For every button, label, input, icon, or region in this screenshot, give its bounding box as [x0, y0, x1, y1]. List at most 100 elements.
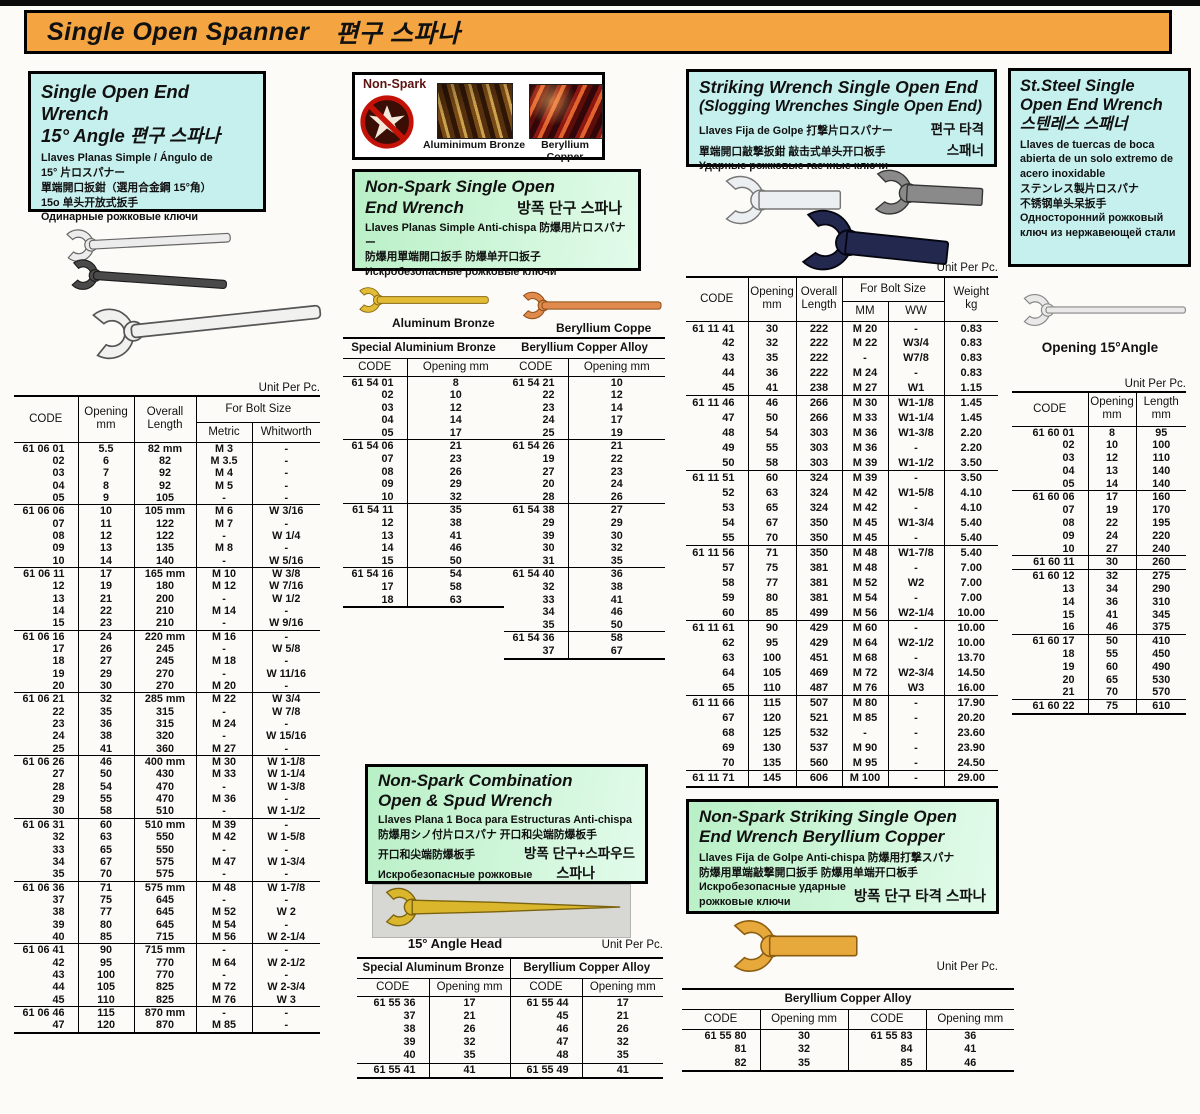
cell: 07 — [52, 517, 65, 530]
box-subtitle: 單端開口扳鉗（選用合金鋼 15°角） — [41, 181, 212, 194]
cell: 58 — [722, 577, 735, 590]
cell: M 20 — [841, 321, 888, 337]
cell: M 95 — [841, 755, 888, 771]
table-row: 22 12 — [504, 389, 666, 402]
non-spark-photo-box: Non-Spark Aluminimum Bronze Beryllium Co… — [352, 72, 605, 163]
cell: - — [251, 454, 321, 468]
cell: 34 — [1087, 583, 1136, 596]
cell: 24 — [567, 478, 666, 491]
col-header-code: CODE — [357, 978, 429, 997]
cell: 570 — [1135, 686, 1186, 700]
box-subtitle: ステンレス製片ロスパナ — [1020, 182, 1139, 195]
cell: 350 — [795, 515, 842, 531]
cell: 22 — [52, 705, 65, 718]
spud-wrench-table: Special Aluminum Bronze Beryllium Copper… — [357, 957, 663, 1079]
table-row: 04 13 140 — [1012, 464, 1186, 478]
box-title-2: End Wrench Beryllium Copper — [699, 827, 945, 847]
cell: 105 — [133, 491, 196, 505]
cell: 33 — [52, 843, 65, 856]
cell: W1-3/8 — [887, 426, 945, 441]
cell: 1.45 — [943, 411, 999, 427]
table-row: 29 29 — [504, 517, 666, 530]
cell: 61 54 36 — [504, 631, 569, 645]
table-row: 61 54 21 10 — [504, 376, 666, 390]
table-row: 18 55 450 — [1012, 648, 1186, 661]
cell: M 16 — [195, 629, 252, 643]
box-korean: 스패너 — [946, 142, 984, 158]
cell: 122 — [133, 529, 196, 543]
col-header-opening: Opening mm — [77, 396, 134, 443]
cell: - — [887, 620, 945, 637]
wrench-label: Opening 15°Angle — [1041, 340, 1159, 355]
cell: 400 mm — [133, 755, 196, 769]
cell: 200 — [133, 592, 196, 605]
table-row: 31 35 — [504, 554, 666, 568]
cell: 05 — [381, 426, 394, 439]
cell: W 3/8 — [251, 566, 321, 581]
cell: 21 — [428, 1009, 510, 1023]
cell: M 27 — [841, 380, 888, 396]
cell: 84 — [847, 1043, 926, 1057]
cell: 28 — [542, 490, 555, 503]
table-row: 34 67 575 M 47 W 1-3/4 — [14, 855, 321, 869]
cell: 36 — [77, 718, 134, 731]
photo-label: Aluminimum Bronze — [422, 139, 526, 151]
cell: 140 — [1135, 464, 1186, 478]
box-title: Non-Spark Striking Single Open — [699, 807, 957, 826]
box-subtitle: ключ из нержавеющей стали — [1020, 226, 1176, 239]
cell: 19 — [77, 580, 134, 593]
cell: 324 — [795, 470, 842, 487]
table-row: 03 12 — [343, 401, 505, 415]
cell: 61 54 40 — [504, 567, 569, 581]
cell: 41 — [77, 742, 134, 756]
cell: W2-1/4 — [887, 605, 945, 621]
cell: 195 — [1135, 517, 1186, 530]
cell: 30 — [747, 321, 796, 337]
cell: 140 — [1135, 477, 1186, 491]
cell: W 1-1/8 — [251, 755, 321, 769]
table-row: 24 17 — [504, 414, 666, 427]
cell: 22 — [1087, 517, 1136, 530]
cell: 645 — [133, 906, 196, 919]
cell: 36 — [567, 567, 666, 581]
cell: 575 mm — [133, 880, 196, 894]
table-row: 34 46 — [504, 606, 666, 619]
cell: 61 11 61 — [686, 620, 748, 637]
unit-per-pc-label: Unit Per Pc. — [936, 262, 998, 274]
cell: 23 — [77, 617, 134, 631]
cell: 22 — [567, 453, 666, 466]
cell: M 56 — [841, 605, 888, 621]
table-row: 48 54 303 M 36 W1-3/8 2.20 — [686, 426, 999, 441]
table-row: 47 120 870 M 85- — [14, 1019, 321, 1033]
cell: 61 06 41 — [14, 943, 78, 957]
cell: 24 — [542, 414, 555, 427]
cell: 70 — [747, 530, 796, 546]
table-row: 61 60 11 30 260 — [1012, 555, 1186, 570]
cell: 610 — [1135, 699, 1186, 715]
cell: M 100 — [841, 770, 888, 788]
cell: 03 — [1062, 452, 1075, 465]
cell: - — [195, 491, 252, 505]
cell: 470 — [133, 793, 196, 806]
cell: M 76 — [841, 680, 888, 696]
box-title-2: 15° Angle 편구 스파나 — [41, 124, 221, 146]
cell: 5.40 — [943, 530, 999, 546]
cell: 12 — [77, 529, 134, 543]
table-row: 61 54 40 36 — [504, 567, 666, 581]
cell: 50 — [1087, 634, 1136, 649]
cell: 61 54 06 — [343, 439, 407, 454]
cell: 715 mm — [133, 943, 196, 957]
cell: 410 — [1135, 634, 1186, 649]
table-row: 63 100 451 M 68-13.70 — [686, 651, 999, 666]
cell: 60 — [722, 606, 735, 619]
cell: 92 — [133, 479, 196, 492]
table-row: 70 135 560 M 95-24.50 — [686, 755, 999, 771]
cell: 44 — [52, 981, 65, 994]
page-title-banner: Single Open Spanner 편구 스파나 — [24, 10, 1172, 54]
cell: 29.00 — [943, 770, 999, 788]
cell: 05 — [1062, 477, 1075, 490]
beryllium-copper-photo — [529, 84, 603, 139]
cell: 21 — [567, 439, 666, 454]
page-title: Single Open Spanner — [47, 17, 310, 46]
table-row: 19 22 — [504, 453, 666, 466]
